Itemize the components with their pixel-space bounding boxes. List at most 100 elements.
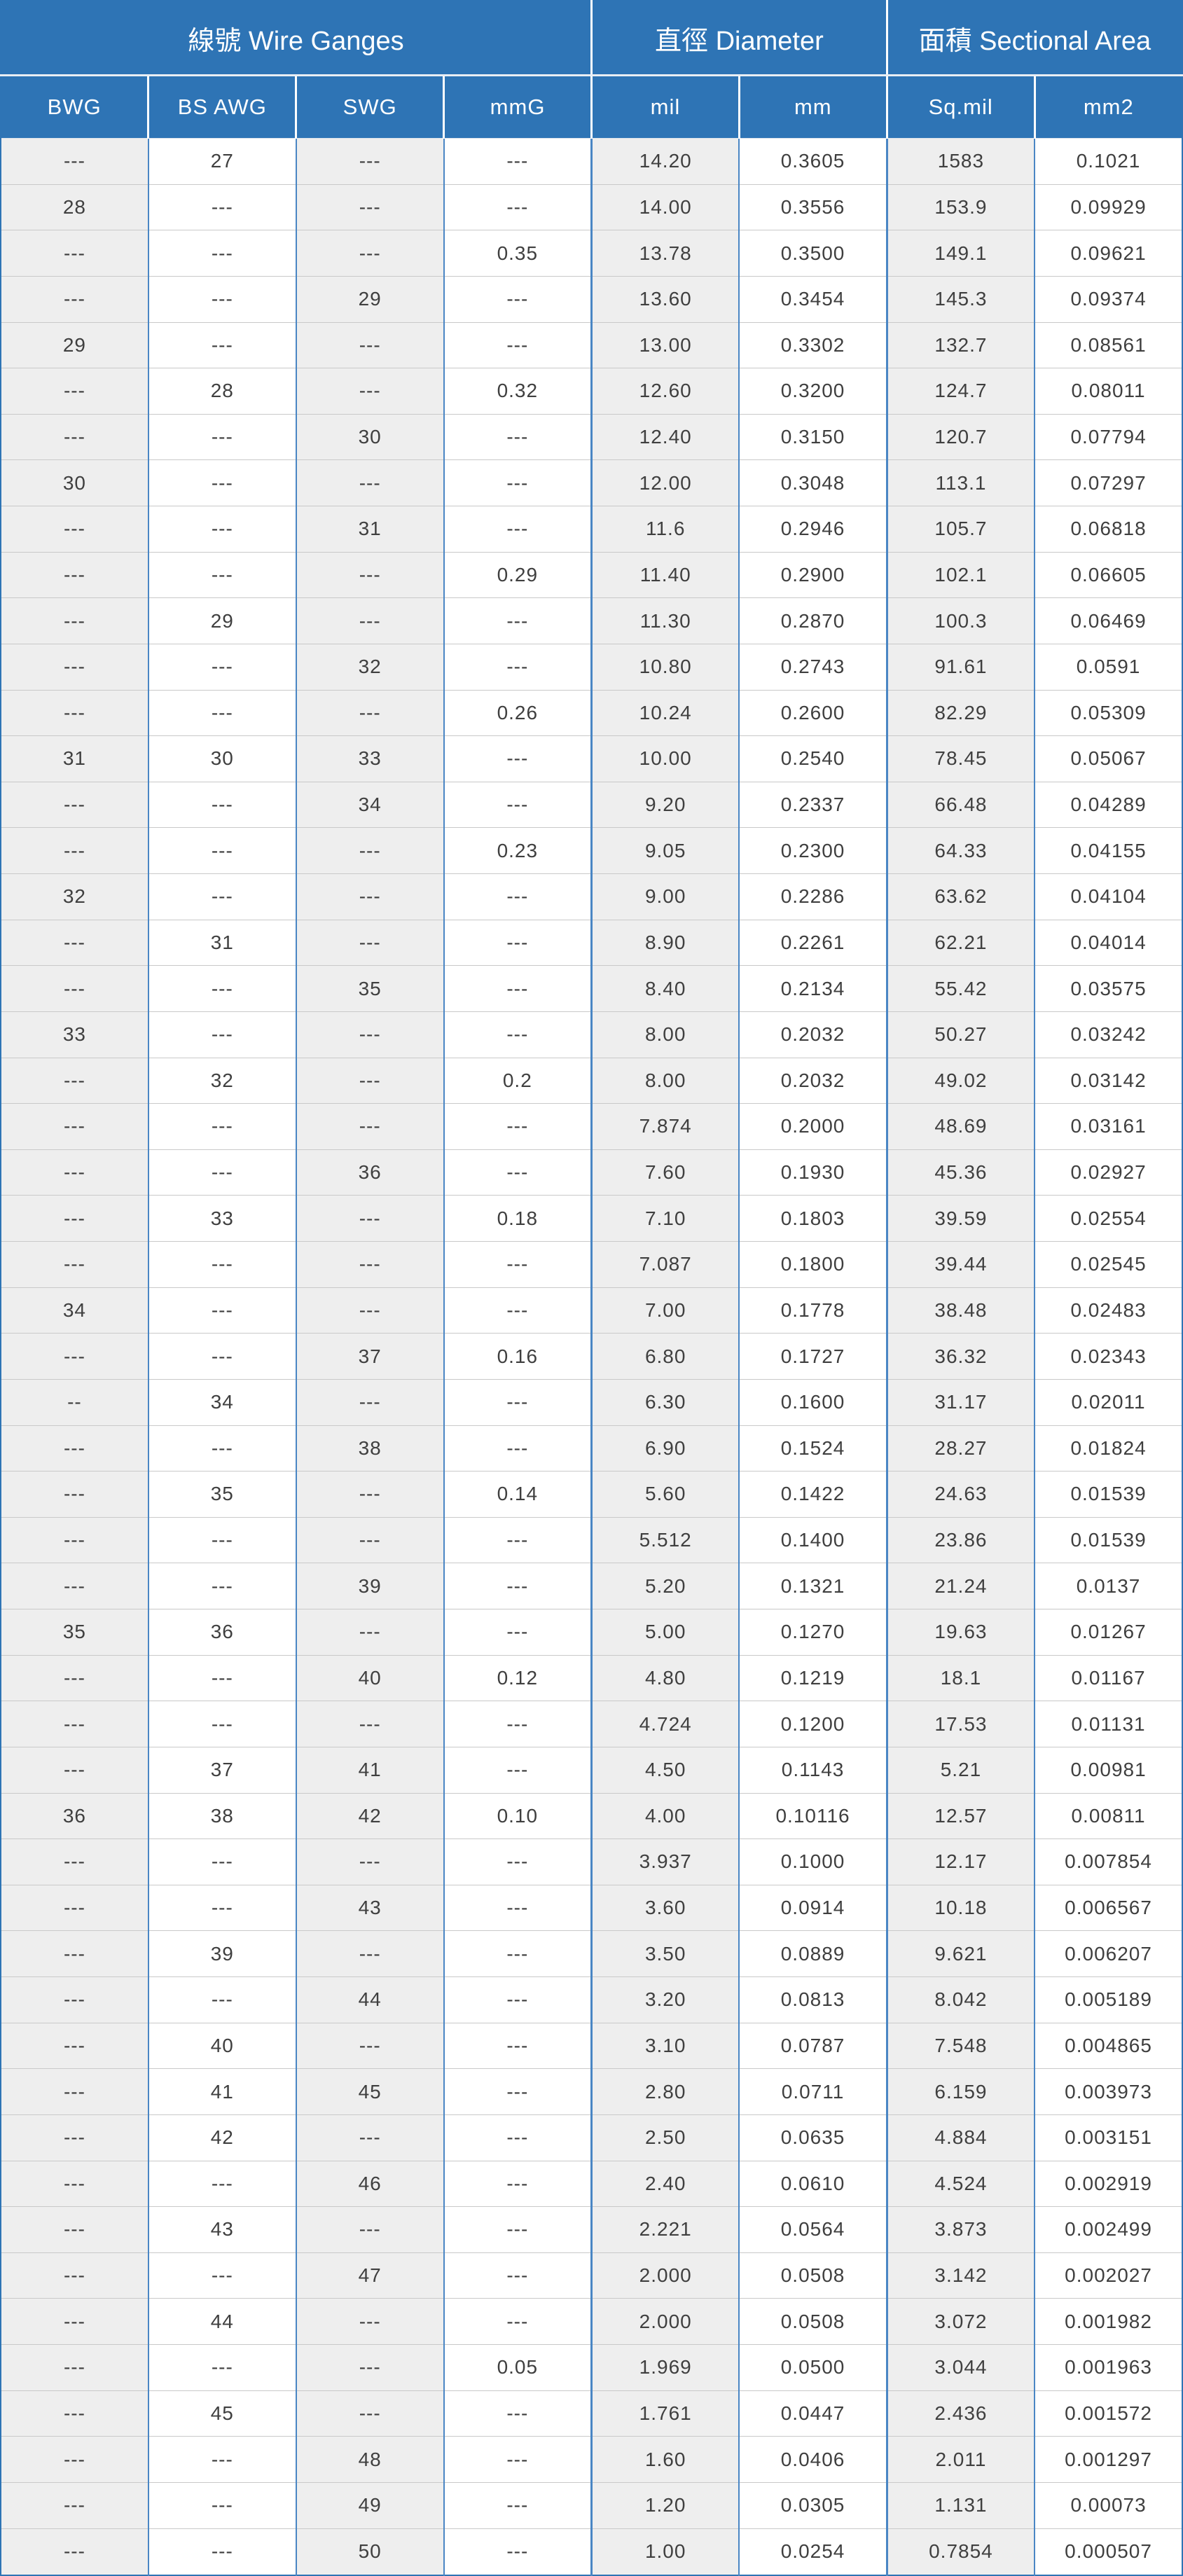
cell-mmg: --- (443, 138, 592, 185)
cell-bwg: --- (1, 1471, 148, 1518)
cell-bs-awg: 30 (147, 735, 296, 782)
cell-bwg: --- (1, 2436, 148, 2483)
cell-bwg: 31 (1, 735, 148, 782)
cell-swg: --- (295, 1195, 444, 1242)
cell-mil: 11.30 (590, 597, 740, 644)
cell-mil: 14.20 (590, 138, 740, 185)
cell-bs-awg: --- (147, 413, 296, 460)
cell-sqmil: 145.3 (885, 275, 1035, 322)
cell-mm2: 0.01539 (1034, 1471, 1182, 1518)
table-row: 28 --- --- --- 14.00 0.3556 153.9 0.09929 (1, 183, 1182, 230)
cell-swg: 33 (295, 735, 444, 782)
table-row: --- 45 --- --- 1.761 0.0447 2.436 0.001572 (1, 2390, 1182, 2437)
cell-bwg: --- (1, 1333, 148, 1380)
cell-sqmil: 17.53 (885, 1701, 1035, 1747)
cell-swg: --- (295, 368, 444, 415)
cell-mm: 0.2000 (738, 1103, 887, 1150)
cell-bs-awg: --- (147, 2252, 296, 2299)
cell-mm2: 0.007854 (1034, 1838, 1182, 1885)
cell-sqmil: 2.436 (885, 2390, 1035, 2437)
cell-bs-awg: 37 (147, 1746, 296, 1793)
cell-bs-awg: 45 (147, 2390, 296, 2437)
table-row: --- --- 48 --- 1.60 0.0406 2.011 0.001297 (1, 2436, 1182, 2483)
group-header-wire-gauges: 線號 Wire Ganges (1, 1, 592, 76)
cell-sqmil: 66.48 (885, 781, 1035, 828)
cell-bs-awg: --- (147, 2344, 296, 2391)
cell-mm: 0.1400 (738, 1516, 887, 1563)
table-row: --- --- 47 --- 2.000 0.0508 3.142 0.002027 (1, 2252, 1182, 2299)
cell-bwg: --- (1, 2160, 148, 2207)
cell-mm: 0.3200 (738, 368, 887, 415)
cell-mm2: 0.003151 (1034, 2114, 1182, 2161)
table-row: --- --- 35 --- 8.40 0.2134 55.42 0.03575 (1, 965, 1182, 1012)
table-row: 33 --- --- --- 8.00 0.2032 50.27 0.03242 (1, 1011, 1182, 1058)
cell-mm: 0.0889 (738, 1930, 887, 1977)
cell-swg: --- (295, 459, 444, 506)
cell-bwg: --- (1, 2022, 148, 2069)
cell-mmg: --- (443, 1425, 592, 1471)
cell-sqmil: 28.27 (885, 1425, 1035, 1471)
cell-sqmil: 120.7 (885, 413, 1035, 460)
table-row: --- --- 32 --- 10.80 0.2743 91.61 0.0591 (1, 643, 1182, 690)
cell-mmg: --- (443, 1011, 592, 1058)
cell-swg: 35 (295, 965, 444, 1012)
cell-sqmil: 10.18 (885, 1884, 1035, 1931)
cell-mil: 2.40 (590, 2160, 740, 2207)
cell-mm2: 0.04155 (1034, 827, 1182, 874)
cell-mm: 0.0254 (738, 2528, 887, 2575)
cell-mil: 13.00 (590, 321, 740, 368)
cell-mm: 0.10116 (738, 1792, 887, 1839)
table-row: --- --- 44 --- 3.20 0.0813 8.042 0.005189 (1, 1976, 1182, 2023)
cell-bs-awg: 33 (147, 1195, 296, 1242)
cell-mmg: --- (443, 735, 592, 782)
cell-swg: 31 (295, 506, 444, 553)
cell-swg: --- (295, 1011, 444, 1058)
cell-swg: --- (295, 1103, 444, 1150)
cell-sqmil: 149.1 (885, 230, 1035, 277)
cell-bwg: --- (1, 1241, 148, 1288)
cell-mil: 14.00 (590, 183, 740, 230)
cell-mm: 0.1422 (738, 1471, 887, 1518)
cell-mmg: --- (443, 2068, 592, 2115)
col-header-mmg: mmG (443, 75, 592, 139)
table-row: --- --- --- 0.26 10.24 0.2600 82.29 0.05309 (1, 689, 1182, 736)
cell-mil: 3.50 (590, 1930, 740, 1977)
cell-mmg: --- (443, 275, 592, 322)
table-row: --- --- 34 --- 9.20 0.2337 66.48 0.04289 (1, 781, 1182, 828)
cell-swg: --- (295, 1609, 444, 1656)
cell-sqmil: 100.3 (885, 597, 1035, 644)
cell-mil: 4.00 (590, 1792, 740, 1839)
cell-mil: 3.60 (590, 1884, 740, 1931)
cell-bwg: --- (1, 2298, 148, 2345)
cell-sqmil: 45.36 (885, 1149, 1035, 1196)
table-row: --- --- --- 0.35 13.78 0.3500 149.1 0.09621 (1, 230, 1182, 277)
cell-mm: 0.1200 (738, 1701, 887, 1747)
cell-bs-awg: --- (147, 1701, 296, 1747)
cell-swg: 49 (295, 2481, 444, 2528)
table-header: 線號 Wire Ganges 直徑 Diameter 面積 Sectional … (1, 1, 1182, 139)
cell-bs-awg: 31 (147, 919, 296, 966)
cell-mm: 0.0447 (738, 2390, 887, 2437)
cell-mm: 0.2134 (738, 965, 887, 1012)
cell-bs-awg: --- (147, 1103, 296, 1150)
cell-mm2: 0.01539 (1034, 1516, 1182, 1563)
cell-swg: 36 (295, 1149, 444, 1196)
table-row: -- 34 --- --- 6.30 0.1600 31.17 0.02011 (1, 1378, 1182, 1425)
cell-bwg: --- (1, 2252, 148, 2299)
cell-swg: --- (295, 827, 444, 874)
table-row: --- --- 46 --- 2.40 0.0610 4.524 0.002919 (1, 2160, 1182, 2207)
cell-mmg: --- (443, 1103, 592, 1150)
cell-mil: 9.00 (590, 873, 740, 920)
table-row: --- --- --- --- 7.874 0.2000 48.69 0.03161 (1, 1103, 1182, 1150)
cell-mm: 0.1143 (738, 1746, 887, 1793)
table-row: --- 27 --- --- 14.20 0.3605 1583 0.1021 (1, 138, 1182, 185)
cell-mmg: --- (443, 2206, 592, 2253)
cell-mmg: --- (443, 919, 592, 966)
cell-mmg: --- (443, 873, 592, 920)
cell-swg: --- (295, 230, 444, 277)
cell-mmg: --- (443, 781, 592, 828)
cell-mil: 8.00 (590, 1011, 740, 1058)
cell-bs-awg: --- (147, 1149, 296, 1196)
cell-swg: 29 (295, 275, 444, 322)
cell-bs-awg: 27 (147, 138, 296, 185)
